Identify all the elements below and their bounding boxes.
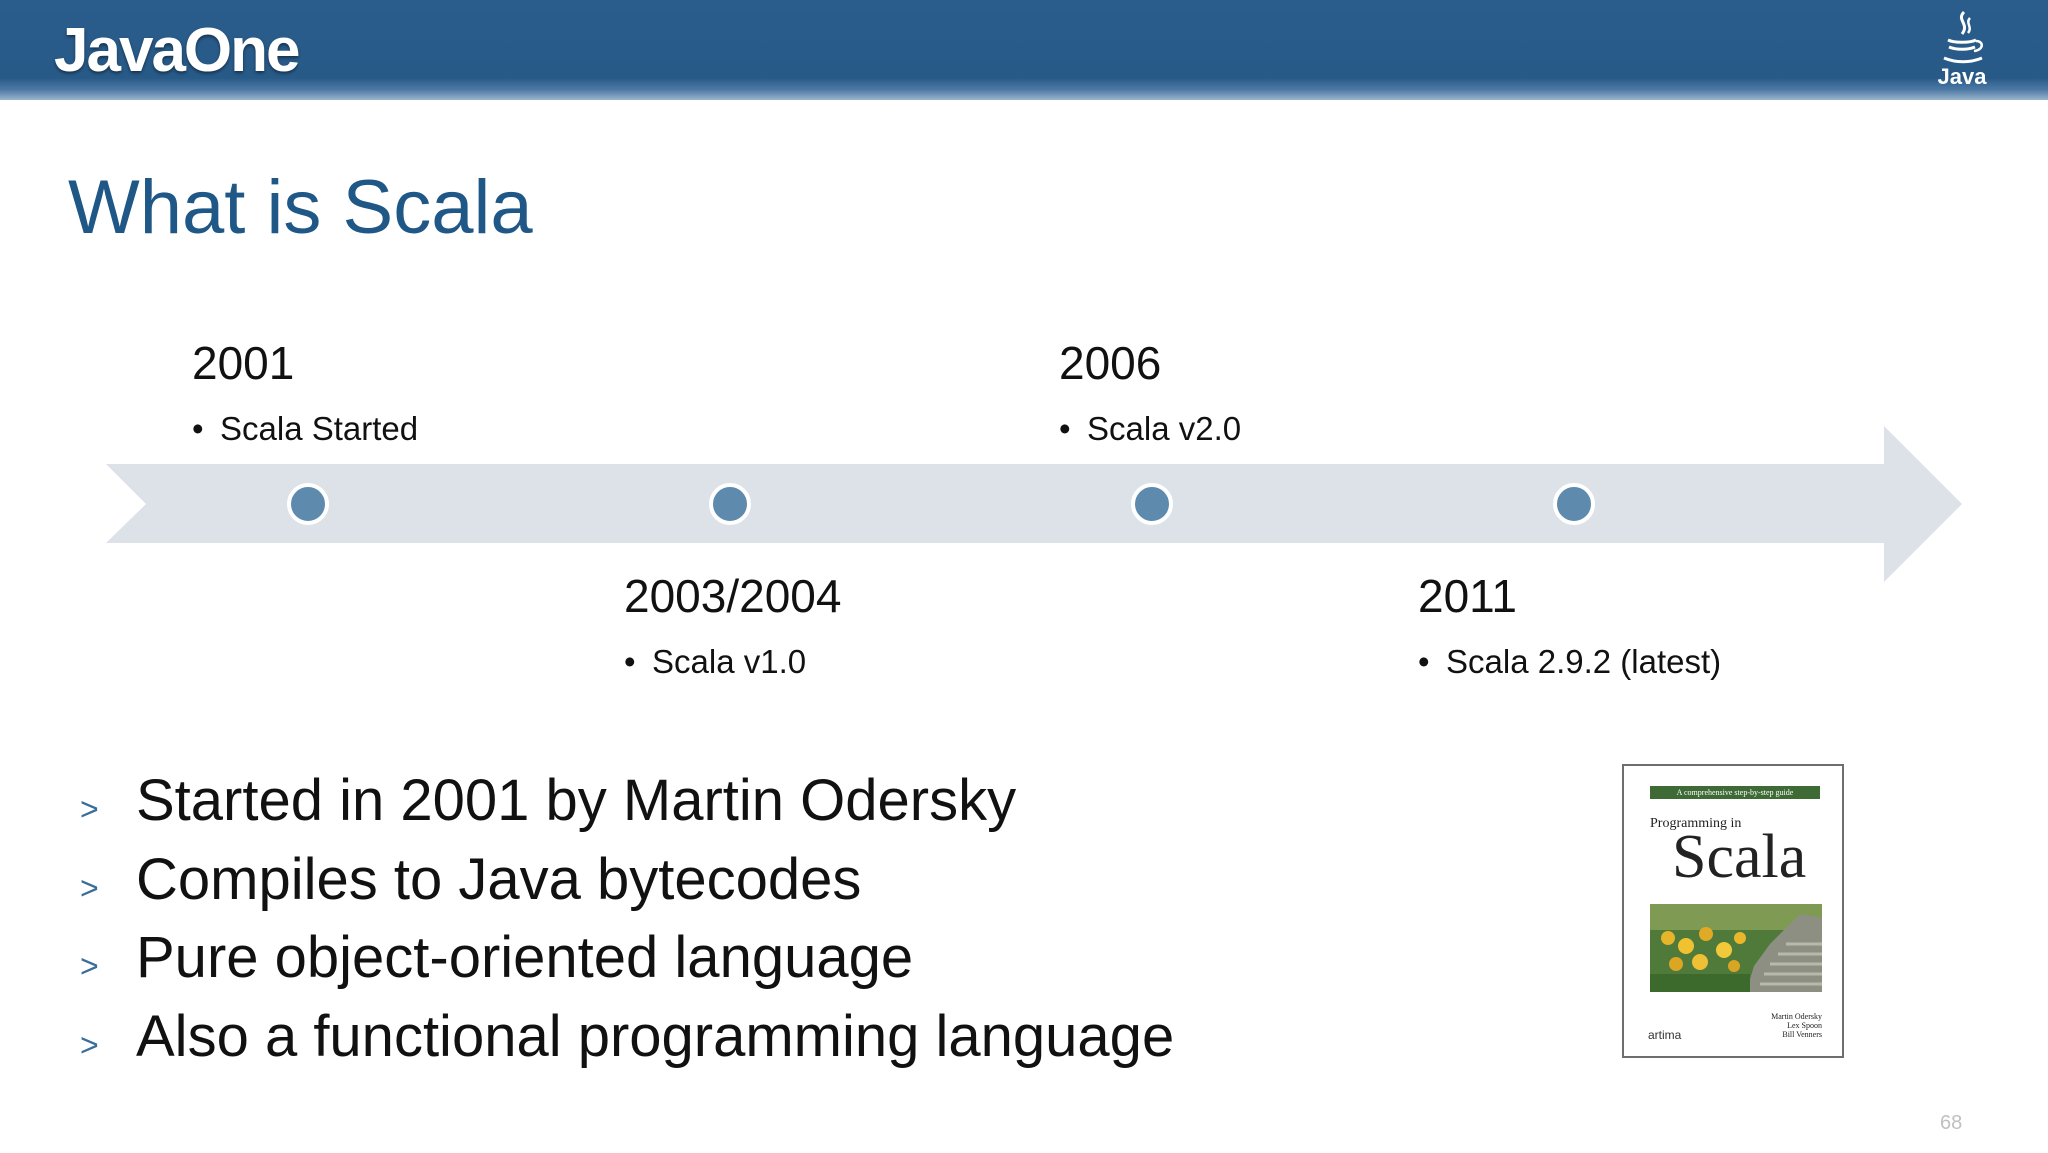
milestone-item: Scala v1.0 (652, 643, 807, 680)
bullet-text: Started in 2001 by Martin Odersky (136, 768, 1017, 834)
milestone-year: 2001 (192, 337, 295, 389)
book-tagline: A comprehensive step-by-step guide (1650, 786, 1820, 799)
milestone-item: Scala v2.0 (1087, 410, 1242, 447)
timeline-marker-2003-2004 (709, 483, 751, 525)
javaone-logo: JavaOne (54, 16, 301, 85)
bullet-text: Compiles to Java bytecodes (136, 846, 862, 912)
book-authors: Martin Odersky Lex Spoon Bill Venners (1744, 1012, 1822, 1039)
book-cover-photo (1650, 904, 1822, 992)
book-author: Lex Spoon (1787, 1021, 1822, 1030)
timeline-marker-2011 (1553, 483, 1595, 525)
milestone-2001: 2001 • Scala Started (192, 337, 419, 447)
milestone-2006: 2006 • Scala v2.0 (1059, 337, 1242, 447)
page-number: 68 (1940, 1112, 1963, 1134)
milestone-year: 2003/2004 (624, 570, 842, 622)
book-publisher: artima (1648, 1028, 1682, 1042)
bullet-text: Pure object-oriented language (136, 925, 914, 991)
slide-title: What is Scala (68, 165, 533, 250)
java-cup-icon (1943, 10, 1983, 64)
chevron-right-icon: > (80, 869, 99, 906)
milestone-year: 2006 (1059, 337, 1162, 389)
book-title: Scala (1672, 823, 1807, 891)
book-cover-image: A comprehensive step-by-step guide Progr… (1622, 764, 1844, 1058)
book-title-prefix: Programming in (1650, 816, 1742, 831)
bullet-item: > Started in 2001 by Martin Odersky (80, 762, 1174, 841)
bullet-item: > Pure object-oriented language (80, 919, 1174, 998)
book-author: Bill Venners (1782, 1030, 1822, 1039)
java-logo-text: Java (1937, 64, 1987, 89)
bullet-list: > Started in 2001 by Martin Odersky > Co… (80, 762, 1174, 1076)
milestone-year: 2011 (1418, 570, 1517, 622)
java-coffee-cup-logo: Java (1934, 8, 1990, 94)
milestone-item: Scala Started (220, 410, 419, 447)
milestone-2003-2004: 2003/2004 • Scala v1.0 (624, 570, 842, 680)
bullet-text: Also a functional programming language (136, 1003, 1175, 1069)
milestone-2011: 2011 • Scala 2.9.2 (latest) (1418, 570, 1722, 680)
timeline-marker-2001 (287, 483, 329, 525)
chevron-right-icon: > (80, 948, 99, 985)
book-author: Martin Odersky (1771, 1012, 1822, 1021)
timeline-arrow (106, 426, 1962, 582)
chevron-right-icon: > (80, 791, 99, 828)
bullet-item: > Compiles to Java bytecodes (80, 841, 1174, 920)
slide-header: JavaOne Java (0, 0, 2048, 100)
chevron-right-icon: > (80, 1026, 99, 1063)
milestone-item: Scala 2.9.2 (latest) (1446, 643, 1722, 680)
timeline-marker-2006 (1131, 483, 1173, 525)
bullet-item: > Also a functional programming language (80, 998, 1174, 1077)
